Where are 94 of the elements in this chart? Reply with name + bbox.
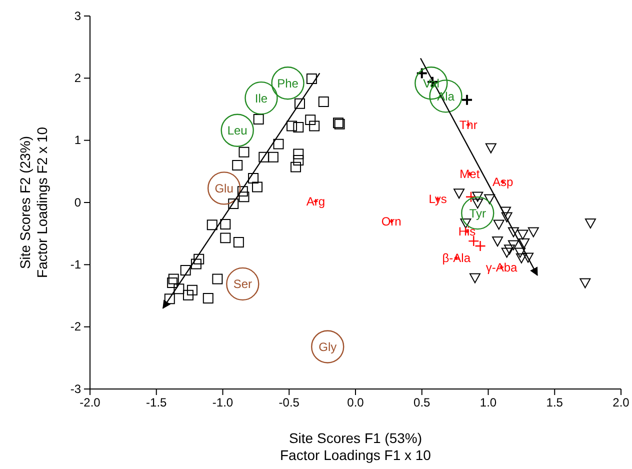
point bbox=[286, 120, 298, 132]
point bbox=[528, 227, 539, 238]
point bbox=[167, 277, 178, 288]
point bbox=[492, 236, 504, 247]
point bbox=[232, 160, 243, 170]
point bbox=[580, 278, 591, 288]
x-tick-label: 1.5 bbox=[546, 396, 564, 410]
point bbox=[238, 192, 250, 202]
point bbox=[212, 274, 223, 284]
point bbox=[252, 182, 263, 192]
point bbox=[305, 114, 316, 126]
point bbox=[504, 244, 515, 255]
point bbox=[206, 220, 218, 230]
point bbox=[493, 220, 504, 230]
point bbox=[244, 81, 278, 115]
data-label: Orn bbox=[381, 214, 402, 228]
data-label: Asp bbox=[492, 175, 514, 190]
point bbox=[194, 254, 204, 264]
point bbox=[465, 191, 477, 203]
x-axis-title: Site Scores F1 (53%) Factor Loadings F1 x 10 bbox=[280, 430, 432, 463]
data-label: Ile bbox=[254, 91, 268, 106]
point bbox=[180, 265, 191, 276]
point bbox=[164, 294, 175, 304]
x-tick-label: 0.0 bbox=[347, 396, 364, 410]
point bbox=[290, 162, 302, 172]
point bbox=[484, 194, 496, 204]
point bbox=[220, 232, 231, 244]
point bbox=[454, 188, 465, 199]
point bbox=[516, 253, 527, 264]
point bbox=[318, 96, 329, 108]
point bbox=[168, 274, 179, 284]
point bbox=[522, 252, 534, 263]
point bbox=[501, 212, 512, 222]
x-tick-label: 1.0 bbox=[480, 396, 497, 410]
point bbox=[258, 152, 270, 162]
point bbox=[508, 227, 519, 238]
data-label: γ-Aba bbox=[486, 260, 518, 274]
y-tick-label: 3 bbox=[74, 8, 82, 23]
data-label: Gly bbox=[318, 340, 337, 354]
point bbox=[186, 284, 198, 296]
point bbox=[584, 218, 596, 229]
point bbox=[500, 206, 512, 217]
point bbox=[306, 74, 317, 84]
y-tick-label: -3 bbox=[70, 382, 82, 396]
data-label: Phe bbox=[277, 76, 299, 90]
point bbox=[518, 238, 530, 248]
point bbox=[268, 152, 278, 162]
y-tick-label: 0 bbox=[74, 195, 82, 210]
point bbox=[190, 258, 202, 270]
x-tick-label: -1.5 bbox=[146, 396, 168, 410]
data-label: Glu bbox=[214, 181, 234, 196]
point bbox=[469, 273, 480, 284]
data-label: Leu bbox=[227, 124, 248, 138]
y-tick-label: -1 bbox=[70, 258, 82, 272]
data-label: Arg bbox=[306, 194, 326, 208]
x-tick-label: -0.5 bbox=[278, 396, 300, 410]
data-label: β-Ala bbox=[442, 251, 471, 266]
y-tick-label: -2 bbox=[70, 320, 82, 334]
point bbox=[472, 198, 484, 209]
point bbox=[514, 248, 526, 258]
point bbox=[248, 173, 259, 184]
point bbox=[238, 146, 250, 158]
point bbox=[309, 120, 320, 132]
data-label: Tyr bbox=[469, 206, 486, 220]
point bbox=[517, 230, 528, 240]
x-tick-label: -1.0 bbox=[212, 396, 234, 410]
x-tick-label: 0.5 bbox=[414, 396, 431, 410]
data-label: Met bbox=[460, 167, 480, 182]
point bbox=[501, 248, 512, 258]
point bbox=[237, 186, 248, 197]
point bbox=[174, 284, 184, 294]
point bbox=[293, 154, 304, 166]
point bbox=[293, 148, 304, 160]
y-tick-label: 1 bbox=[74, 133, 82, 148]
point bbox=[294, 98, 305, 109]
x-tick-label: -2.0 bbox=[80, 396, 101, 410]
y-axis-title: Site Scores F2 (23%) Factor Loadings F2 x 10 bbox=[17, 126, 50, 278]
point bbox=[485, 143, 496, 154]
point bbox=[461, 94, 474, 106]
point bbox=[508, 240, 519, 250]
point bbox=[220, 219, 231, 230]
point bbox=[472, 192, 484, 202]
point bbox=[202, 292, 214, 304]
point bbox=[293, 122, 304, 133]
point bbox=[228, 198, 239, 209]
point bbox=[416, 67, 428, 80]
point bbox=[182, 290, 194, 300]
point bbox=[233, 237, 244, 248]
point bbox=[273, 138, 284, 150]
y-tick-label: 2 bbox=[74, 71, 82, 86]
data-label: Ser bbox=[233, 277, 252, 292]
x-tick-label: 2.0 bbox=[612, 396, 630, 410]
point bbox=[253, 114, 264, 124]
data-label: Lys bbox=[428, 192, 447, 206]
